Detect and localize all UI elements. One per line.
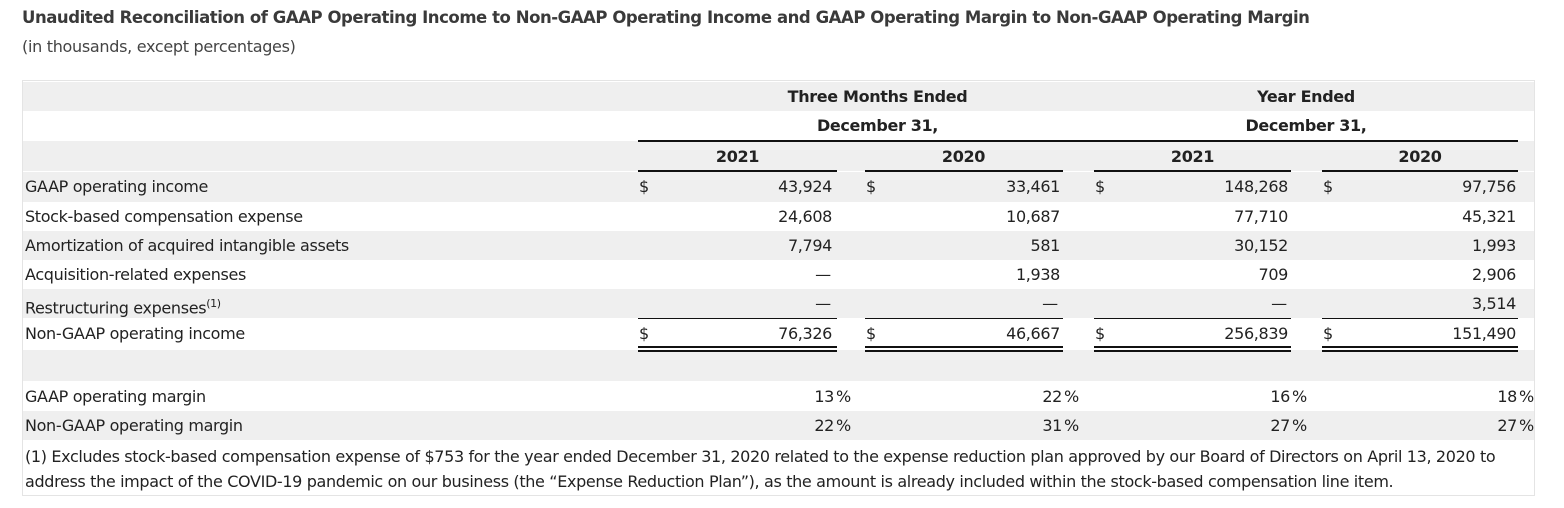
table-cell: — — [815, 294, 831, 313]
table-cell: 27 — [1270, 416, 1290, 435]
table-cell: 33,461 — [1006, 177, 1060, 196]
table-cell: 27 — [1497, 416, 1517, 435]
table-cell: 76,326 — [778, 324, 832, 343]
year-rule — [1094, 170, 1291, 172]
year-rule — [1322, 170, 1518, 172]
row-label: Amortization of acquired intangible asse… — [25, 236, 349, 255]
table-cell: 31 — [1042, 416, 1062, 435]
year-header: 2021 — [715, 147, 760, 166]
header-three-months-date: December 31, — [816, 116, 939, 135]
table-cell: 97,756 — [1462, 177, 1516, 196]
table-cell: 30,152 — [1234, 236, 1288, 255]
table-cell: 3,514 — [1471, 294, 1516, 313]
percent-symbol: % — [1292, 387, 1307, 406]
row-band — [23, 289, 1534, 318]
year-rule — [638, 170, 837, 172]
table-cell: 46,667 — [1006, 324, 1060, 343]
year-header: 2021 — [1170, 147, 1215, 166]
total-double-rule — [1322, 346, 1518, 348]
table-cell: — — [1271, 294, 1287, 313]
percent-symbol: % — [1064, 387, 1079, 406]
percent-symbol: % — [1519, 416, 1534, 435]
row-label: GAAP operating margin — [25, 387, 206, 406]
row-band — [23, 172, 1534, 202]
header-three-months: Three Months Ended — [787, 87, 968, 106]
currency-symbol: $ — [1323, 177, 1333, 196]
row-label: Non-GAAP operating income — [25, 324, 245, 343]
row-band — [23, 141, 1534, 171]
percent-symbol: % — [836, 387, 851, 406]
page-subtitle: (in thousands, except percentages) — [22, 37, 296, 56]
table-cell: 10,687 — [1006, 207, 1060, 226]
subtotal-rule — [638, 318, 837, 319]
row-band — [23, 350, 1534, 381]
total-double-rule — [1322, 350, 1518, 352]
row-label: Stock-based compensation expense — [25, 207, 303, 226]
currency-symbol: $ — [866, 177, 876, 196]
table-cell: 2,906 — [1471, 265, 1516, 284]
percent-symbol: % — [1292, 416, 1307, 435]
row-band — [23, 411, 1534, 440]
table-cell: 7,794 — [787, 236, 832, 255]
currency-symbol: $ — [1323, 324, 1333, 343]
year-header: 2020 — [941, 147, 986, 166]
table-cell: 581 — [1030, 236, 1061, 255]
percent-symbol: % — [1519, 387, 1534, 406]
row-band — [23, 231, 1534, 260]
year-header: 2020 — [1398, 147, 1442, 166]
currency-symbol: $ — [1095, 177, 1105, 196]
currency-symbol: $ — [639, 177, 649, 196]
table-cell: 45,321 — [1462, 207, 1516, 226]
percent-symbol: % — [836, 416, 851, 435]
footnote-ref: (1) — [206, 297, 221, 310]
total-double-rule — [638, 346, 837, 348]
table-cell: 24,608 — [778, 207, 832, 226]
table-cell: — — [815, 265, 831, 284]
table-cell: 709 — [1258, 265, 1289, 284]
percent-symbol: % — [1064, 416, 1079, 435]
table-cell: 1,938 — [1015, 265, 1060, 284]
table-cell: 148,268 — [1224, 177, 1288, 196]
total-double-rule — [865, 346, 1063, 348]
page-title: Unaudited Reconciliation of GAAP Operati… — [22, 8, 1310, 27]
subtotal-rule — [865, 318, 1063, 319]
year-rule — [865, 170, 1063, 172]
row-label: GAAP operating income — [25, 177, 208, 196]
table-cell: 22 — [1042, 387, 1062, 406]
total-double-rule — [1094, 350, 1291, 352]
table-cell: 22 — [814, 416, 834, 435]
row-label: Non-GAAP operating margin — [25, 416, 243, 435]
row-label: Restructuring expenses(1) — [25, 297, 221, 318]
table-cell: 151,490 — [1452, 324, 1516, 343]
subtotal-rule — [1094, 318, 1291, 319]
table-cell: 77,710 — [1234, 207, 1288, 226]
header-year-ended: Year Ended — [1257, 87, 1355, 106]
header-rule — [1094, 140, 1518, 142]
total-double-rule — [865, 350, 1063, 352]
footnote: (1) Excludes stock-based compensation ex… — [25, 447, 1496, 491]
table-cell: 18 — [1497, 387, 1517, 406]
table-cell: 13 — [814, 387, 834, 406]
header-rule — [638, 140, 1116, 142]
currency-symbol: $ — [639, 324, 649, 343]
header-year-ended-date: December 31, — [1245, 116, 1367, 135]
total-double-rule — [638, 350, 837, 352]
table-cell: 1,993 — [1471, 236, 1516, 255]
currency-symbol: $ — [866, 324, 876, 343]
table-frame — [22, 80, 1535, 496]
total-double-rule — [1094, 346, 1291, 348]
subtotal-rule — [1322, 318, 1518, 319]
table-cell: — — [1042, 294, 1058, 313]
table-cell: 256,839 — [1224, 324, 1288, 343]
row-label: Acquisition-related expenses — [25, 265, 246, 284]
currency-symbol: $ — [1095, 324, 1105, 343]
table-cell: 43,924 — [778, 177, 832, 196]
table-cell: 16 — [1270, 387, 1290, 406]
row-band — [23, 82, 1534, 111]
